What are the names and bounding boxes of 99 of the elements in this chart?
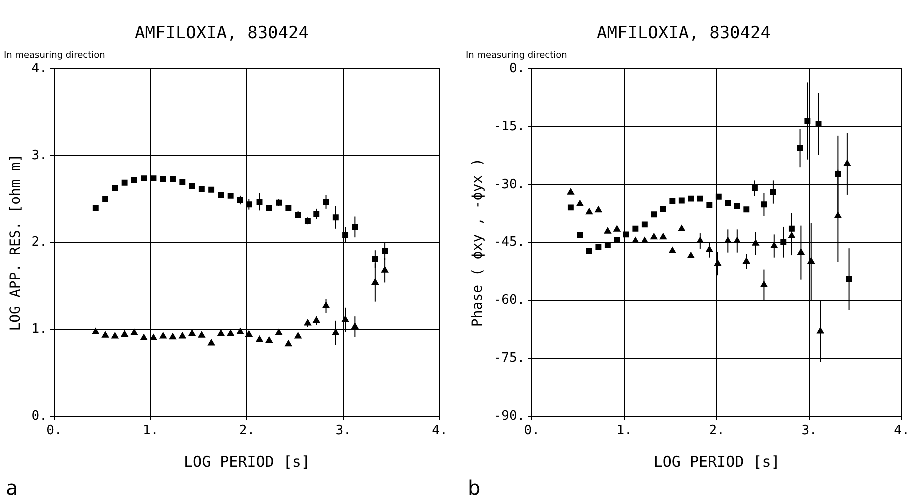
point (160, 332, 167, 339)
x-axis-title: LOG PERIOD [s] (184, 452, 310, 471)
x-tick-label: 3. (802, 424, 818, 439)
y-tick-label: -30. (494, 177, 526, 192)
y-tick-label: -60. (494, 293, 526, 308)
point (294, 332, 302, 339)
chart-title: AMFILOXIA, 830424 (135, 24, 309, 44)
point (567, 188, 574, 195)
text: a (6, 476, 18, 500)
point (208, 186, 215, 193)
point (716, 194, 722, 200)
point (604, 228, 612, 234)
point (170, 176, 176, 182)
point (697, 196, 704, 202)
y-tick-label: 1. (32, 322, 48, 337)
point (208, 339, 216, 346)
point (218, 330, 225, 336)
y-tick-label: 4. (32, 62, 48, 77)
point (614, 226, 621, 232)
point (141, 176, 148, 182)
point (189, 183, 196, 190)
point (150, 334, 158, 341)
point (286, 205, 292, 212)
point (112, 185, 118, 192)
x-tick-label: 1. (143, 424, 159, 439)
point (266, 336, 273, 344)
point (198, 186, 205, 192)
point (678, 225, 686, 232)
point (102, 196, 109, 202)
chart-subtitle: In measuring direction (466, 51, 568, 62)
y-axis-title: LOG APP. RES. [ohm m] (8, 154, 24, 332)
text: b (468, 476, 481, 500)
point (642, 222, 648, 228)
point (112, 332, 119, 339)
x-tick-label: 0. (524, 424, 540, 439)
point (576, 200, 584, 206)
point (169, 333, 177, 340)
point (670, 198, 676, 204)
point (122, 180, 128, 186)
point (650, 233, 658, 240)
x-tick-label: 3. (336, 424, 352, 439)
x-tick-label: 4. (894, 424, 910, 439)
x-tick-label: 1. (616, 424, 632, 439)
point (121, 330, 128, 338)
y-tick-label: 2. (32, 235, 48, 250)
point (577, 232, 584, 238)
y-tick-label: -75. (494, 350, 526, 366)
point (180, 179, 186, 186)
point (586, 248, 592, 254)
y-tick-label: 0. (32, 408, 48, 424)
point (725, 200, 732, 206)
point (218, 192, 224, 198)
point (669, 247, 676, 254)
y-tick-label: 0. (509, 62, 526, 77)
chart-subtitle: In measuring direction (4, 51, 106, 62)
point (102, 332, 110, 338)
point (266, 205, 272, 212)
point (246, 330, 253, 338)
x-tick-label: 2. (709, 424, 725, 439)
point (744, 206, 750, 213)
x-tick-label: 0. (46, 424, 62, 439)
point (131, 177, 138, 184)
point (632, 226, 639, 232)
point (568, 204, 574, 211)
point (236, 328, 244, 334)
point (651, 212, 658, 218)
point (595, 206, 602, 213)
point (188, 330, 196, 336)
point (92, 328, 100, 334)
point (276, 329, 283, 336)
point (227, 330, 234, 336)
point (706, 202, 713, 208)
chart-title: AMFILOXIA, 830424 (597, 24, 771, 44)
y-tick-label: -90. (494, 408, 526, 424)
point (688, 252, 695, 259)
y-axis-title: Phase ( ϕxy , -ϕyx ) (470, 158, 486, 328)
point (678, 198, 685, 204)
point (92, 205, 99, 212)
point (160, 176, 166, 182)
point (660, 206, 666, 212)
point (596, 244, 602, 250)
point (256, 336, 264, 342)
point (623, 232, 630, 238)
point (179, 332, 186, 339)
point (198, 332, 206, 338)
y-tick-label: -45. (494, 235, 526, 250)
point (688, 196, 694, 202)
point (140, 334, 148, 341)
y-tick-label: -15. (494, 119, 526, 134)
point (130, 329, 138, 336)
x-tick-label: 2. (239, 424, 256, 439)
x-axis-title: LOG PERIOD [s] (654, 452, 780, 471)
point (660, 233, 667, 240)
point (734, 204, 740, 210)
point (228, 192, 234, 199)
x-tick-label: 4. (432, 424, 448, 439)
point (285, 340, 292, 347)
y-tick-label: 3. (32, 148, 48, 164)
point (586, 208, 593, 215)
